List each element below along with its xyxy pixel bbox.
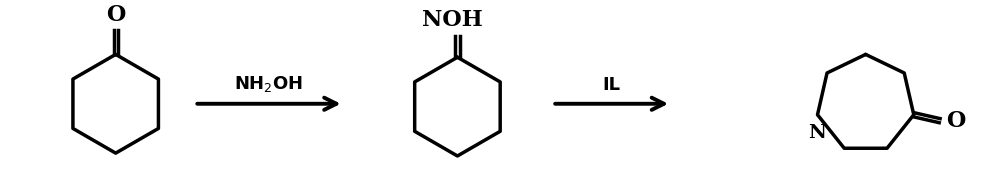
Text: N: N [809,124,827,142]
Text: NH$_2$OH: NH$_2$OH [234,74,304,94]
Text: IL: IL [603,76,621,94]
Text: NOH: NOH [423,9,483,31]
Text: O: O [106,4,126,26]
Text: O: O [947,110,966,132]
